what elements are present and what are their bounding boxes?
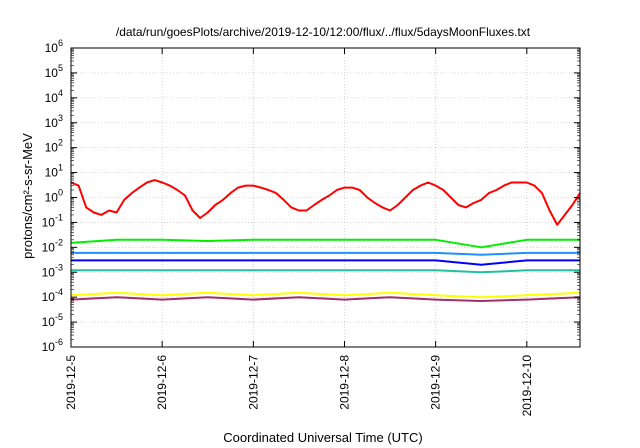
series-line-6 <box>70 296 581 302</box>
y-tick-label: 100 <box>45 188 63 205</box>
y-tick-label: 104 <box>45 88 63 105</box>
y-tick-label: 10-3 <box>42 262 63 279</box>
y-tick-label: 101 <box>45 163 63 180</box>
series-layer <box>70 179 581 302</box>
y-tick-label: 102 <box>45 138 63 155</box>
chart-title: /data/run/goesPlots/archive/2019-12-10/1… <box>116 25 531 39</box>
y-tick-label: 105 <box>45 63 63 80</box>
x-tick-label: 2019-12-9 <box>429 355 443 410</box>
x-tick-label: 2019-12-7 <box>246 355 260 410</box>
series-line-0 <box>70 179 581 226</box>
x-tick-label: 2019-12-10 <box>520 355 534 417</box>
y-axis: 10-6 10-5 10-4 10-3 10-2 10-1 100 101 102 103 104 1… <box>42 38 580 354</box>
series-line-3 <box>71 251 580 256</box>
series-line-5 <box>70 291 581 299</box>
x-axis-label: Coordinated Universal Time (UTC) <box>223 430 422 445</box>
x-tick-label: 2019-12-6 <box>155 355 169 410</box>
series-line-4 <box>71 269 580 274</box>
y-tick-label: 10-6 <box>42 337 63 354</box>
y-tick-label: 10-4 <box>42 287 63 304</box>
y-tick-label: 103 <box>45 113 63 130</box>
y-tick-label: 10-2 <box>42 237 63 254</box>
y-tick-label: 10-1 <box>42 212 63 229</box>
y-tick-label: 106 <box>45 38 63 55</box>
x-tick-label: 2019-12-8 <box>337 355 351 410</box>
series-line-1 <box>70 238 580 249</box>
series-line-2 <box>71 259 580 266</box>
x-axis: 2019-12-5 2019-12-6 2019-12-7 2019-12-8 2019… <box>64 48 534 416</box>
x-tick-label: 2019-12-5 <box>64 355 78 410</box>
y-tick-label: 10-5 <box>42 312 63 329</box>
y-axis-label: protons/cm²-s-sr-MeV <box>20 133 35 259</box>
